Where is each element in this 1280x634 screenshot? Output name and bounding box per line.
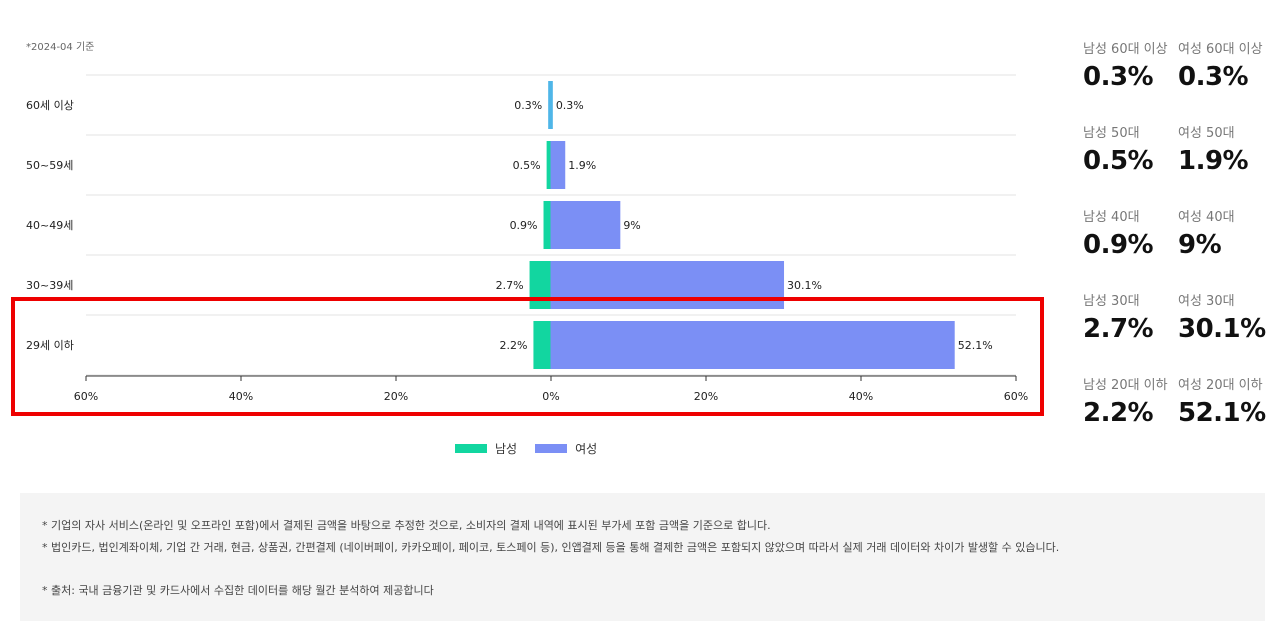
stat-value: 0.3% [1083, 62, 1154, 92]
notes-box: * 기업의 자사 서비스(온라인 및 오프라인 포함)에서 결제된 금액을 바탕… [20, 493, 1265, 621]
stat-male: 남성 60대 이상 0.3% [1083, 38, 1178, 122]
data-label-female: 1.9% [568, 159, 596, 172]
data-label-female: 52.1% [958, 339, 993, 352]
stat-label: 여성 60대 이상 [1178, 42, 1263, 57]
data-label-male: 0.9% [510, 219, 538, 232]
bar-male [546, 141, 551, 189]
bar-female [550, 141, 566, 189]
bar-male [533, 321, 551, 369]
stat-label: 남성 20대 이하 [1083, 378, 1168, 393]
stat-label: 여성 20대 이하 [1178, 378, 1263, 393]
stat-female: 여성 40대 9% [1178, 206, 1273, 290]
stat-female: 여성 30대 30.1% [1178, 290, 1273, 374]
category-label: 40~49세 [26, 219, 73, 232]
stats-panel: 남성 60대 이상 0.3% 여성 60대 이상 0.3% 남성 50대 0.5… [1083, 38, 1278, 458]
highlight-box [11, 297, 1044, 416]
note-line: * 기업의 자사 서비스(온라인 및 오프라인 포함)에서 결제된 금액을 바탕… [42, 519, 771, 532]
data-label-male: 0.3% [514, 99, 542, 112]
data-label-female: 0.3% [556, 99, 584, 112]
note-line: * 법인카드, 법인계좌이체, 기업 간 거래, 현금, 상품권, 간편결제 (… [42, 541, 1060, 554]
stat-row-60: 남성 60대 이상 0.3% 여성 60대 이상 0.3% [1083, 38, 1278, 122]
stat-label: 여성 50대 [1178, 126, 1235, 141]
stat-row-40: 남성 40대 0.9% 여성 40대 9% [1083, 206, 1278, 290]
category-label: 30~39세 [26, 279, 73, 292]
legend-label-female: 여성 [575, 442, 598, 456]
x-tick-label: 20% [384, 390, 408, 403]
note-source: * 출처: 국내 금융기관 및 카드사에서 수집한 데이터를 해당 월간 분석하… [42, 584, 434, 597]
data-label-male: 0.5% [513, 159, 541, 172]
stat-female: 여성 20대 이하 52.1% [1178, 374, 1273, 458]
data-label-male: 2.7% [496, 279, 524, 292]
legend-label-male: 남성 [495, 442, 518, 456]
stat-male: 남성 20대 이하 2.2% [1083, 374, 1178, 458]
stat-value: 9% [1178, 230, 1222, 260]
stat-row-20: 남성 20대 이하 2.2% 여성 20대 이하 52.1% [1083, 374, 1278, 458]
x-tick-label: 20% [694, 390, 718, 403]
stat-label: 남성 40대 [1083, 210, 1140, 225]
bar-female [550, 261, 785, 309]
stat-value: 30.1% [1178, 314, 1266, 344]
bar-female [550, 201, 621, 249]
x-tick-label: 60% [74, 390, 98, 403]
category-label: 50~59세 [26, 159, 73, 172]
stat-value: 2.2% [1083, 398, 1154, 428]
bar-male [548, 81, 551, 129]
stat-male: 남성 40대 0.9% [1083, 206, 1178, 290]
stat-row-30: 남성 30대 2.7% 여성 30대 30.1% [1083, 290, 1278, 374]
stat-female: 여성 60대 이상 0.3% [1178, 38, 1273, 122]
legend-item-male[interactable]: 남성 [455, 440, 517, 457]
stat-label: 남성 60대 이상 [1083, 42, 1168, 57]
stat-value: 1.9% [1178, 146, 1249, 176]
legend-swatch-female [535, 444, 568, 453]
category-label: 60세 이상 [26, 99, 74, 112]
stat-label: 여성 30대 [1178, 294, 1235, 309]
stat-row-50: 남성 50대 0.5% 여성 50대 1.9% [1083, 122, 1278, 206]
data-label-male: 2.2% [499, 339, 527, 352]
stat-value: 0.9% [1083, 230, 1154, 260]
stat-value: 0.5% [1083, 146, 1154, 176]
stat-value: 0.3% [1178, 62, 1249, 92]
stat-female: 여성 50대 1.9% [1178, 122, 1273, 206]
legend-item-female[interactable]: 여성 [535, 440, 597, 457]
data-label-female: 30.1% [787, 279, 822, 292]
x-tick-label: 40% [229, 390, 253, 403]
chart-legend: 남성 여성 [455, 440, 597, 457]
age-gender-chart: 60% 40% 20% 0% 20% 40% 60% 60세 이상 0.3% 0.3% 50~59세… [26, 74, 1028, 403]
stat-value: 2.7% [1083, 314, 1154, 344]
basis-date: *2024-04 기준 [26, 42, 95, 53]
stat-label: 여성 40대 [1178, 210, 1235, 225]
stat-label: 남성 50대 [1083, 126, 1140, 141]
category-label: 29세 이하 [26, 338, 74, 352]
x-tick-label: 40% [849, 390, 873, 403]
x-tick-label: 60% [1004, 390, 1028, 403]
stat-value: 52.1% [1178, 398, 1266, 428]
stat-male: 남성 30대 2.7% [1083, 290, 1178, 374]
stat-label: 남성 30대 [1083, 294, 1140, 309]
bar-female [550, 321, 955, 369]
legend-swatch-male [455, 444, 487, 453]
bar-male [543, 201, 551, 249]
bar-female [550, 81, 553, 129]
data-label-female: 9% [623, 219, 640, 232]
x-tick-label: 0% [542, 390, 559, 403]
stat-male: 남성 50대 0.5% [1083, 122, 1178, 206]
